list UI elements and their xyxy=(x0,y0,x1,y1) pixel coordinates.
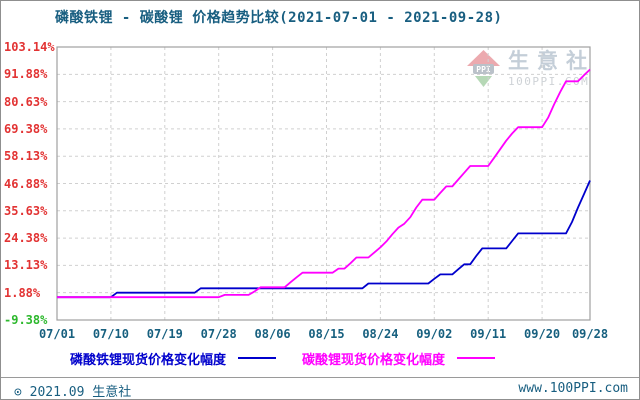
y-tick-label: 13.13% xyxy=(4,258,48,273)
x-tick-label: 08/06 xyxy=(254,327,291,341)
logo-ppi-text: PPI xyxy=(476,65,491,74)
x-tick-label: 09/20 xyxy=(524,327,561,341)
legend-line-sample-carbonate xyxy=(457,357,496,359)
y-tick-label: 35.63% xyxy=(4,203,48,218)
y-tick-label: 1.88% xyxy=(4,285,41,300)
x-tick-label: 09/11 xyxy=(470,327,507,341)
legend-line-sample-lfp xyxy=(238,357,277,359)
footer-site-link[interactable]: www.100PPI.com xyxy=(518,381,628,396)
x-tick-label: 09/28 xyxy=(571,327,609,341)
chart-legend: 磷酸铁锂现货价格变化幅度 碳酸锂现货价格变化幅度 xyxy=(70,349,521,368)
x-tick-label: 07/19 xyxy=(146,327,183,341)
legend-item-carbonate: 碳酸锂现货价格变化幅度 xyxy=(302,349,445,368)
y-tick-label: 91.88% xyxy=(4,67,48,82)
legend-item-lfp: 磷酸铁锂现货价格变化幅度 xyxy=(70,349,226,368)
watermark: PPI 生意社 100PPI.COM xyxy=(465,49,595,89)
y-tick-label: 69.38% xyxy=(4,121,48,136)
x-tick-label: 07/01 xyxy=(38,327,76,341)
x-tick-label: 07/28 xyxy=(200,327,237,341)
x-tick-label: 09/02 xyxy=(416,327,453,341)
brand-logo-icon: PPI xyxy=(467,50,500,87)
legend-label-carbonate: 碳酸锂现货价格变化幅度 xyxy=(302,352,446,368)
x-tick-label: 07/10 xyxy=(92,327,129,341)
watermark-text: 生意社 100PPI.COM xyxy=(508,49,595,88)
legend-label-lfp: 磷酸铁锂现货价格变化幅度 xyxy=(70,352,227,368)
y-tick-label: 24.38% xyxy=(4,231,48,246)
y-tick-label: 80.63% xyxy=(4,94,48,109)
watermark-brand: 生意社 xyxy=(508,49,595,73)
footer-copyright: ⊙ 2021.09 生意社 xyxy=(14,385,132,400)
footer-divider xyxy=(1,377,639,378)
x-tick-label: 08/15 xyxy=(308,327,345,341)
y-tick-label: 58.13% xyxy=(4,149,48,164)
chart-title: 磷酸铁锂 - 碳酸锂 价格趋势比较(2021-07-01 - 2021-09-2… xyxy=(55,10,503,26)
x-tick-label: 08/24 xyxy=(362,327,399,341)
y-tick-label: -9.38% xyxy=(4,313,48,327)
watermark-domain: 100PPI.COM xyxy=(508,75,590,88)
y-tick-label: 103.14% xyxy=(4,40,55,54)
y-tick-label: 46.88% xyxy=(4,176,48,191)
footer: ⊙ 2021.09 生意社 www.100PPI.com xyxy=(0,381,640,400)
